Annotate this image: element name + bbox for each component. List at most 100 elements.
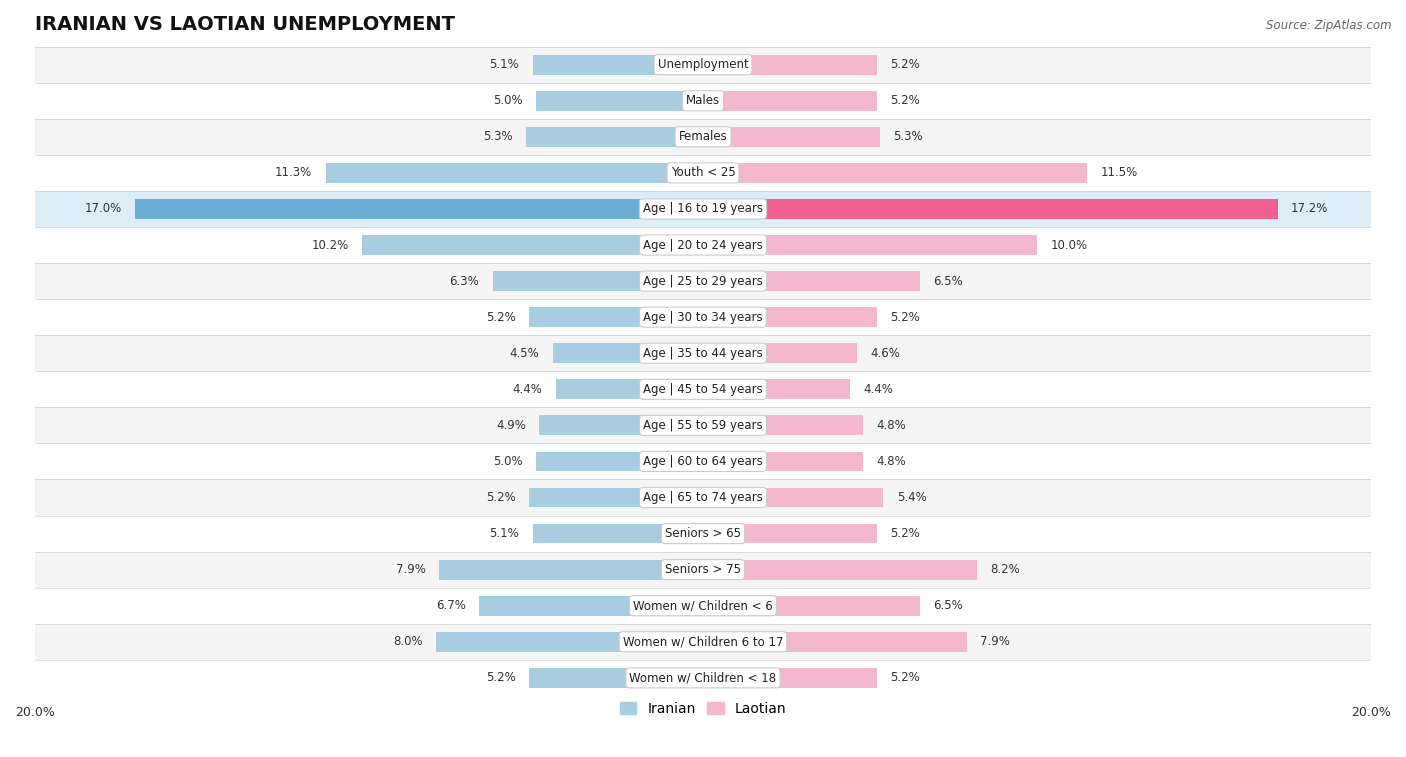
Text: Unemployment: Unemployment: [658, 58, 748, 71]
Text: Source: ZipAtlas.com: Source: ZipAtlas.com: [1267, 19, 1392, 32]
Bar: [703, 163, 1087, 183]
Bar: [35, 516, 1371, 552]
Text: 7.9%: 7.9%: [396, 563, 426, 576]
Text: 6.7%: 6.7%: [436, 600, 465, 612]
Text: Age | 30 to 34 years: Age | 30 to 34 years: [643, 310, 763, 324]
Text: 4.8%: 4.8%: [877, 419, 907, 432]
Text: 5.2%: 5.2%: [890, 310, 920, 324]
Bar: [703, 632, 967, 652]
Bar: [703, 55, 877, 75]
Text: 5.1%: 5.1%: [489, 527, 519, 540]
Text: 5.2%: 5.2%: [890, 95, 920, 107]
Bar: [35, 660, 1371, 696]
Text: 11.5%: 11.5%: [1101, 167, 1137, 179]
Legend: Iranian, Laotian: Iranian, Laotian: [614, 696, 792, 721]
Bar: [35, 47, 1371, 83]
Bar: [35, 155, 1371, 191]
Text: 5.2%: 5.2%: [890, 527, 920, 540]
Bar: [35, 624, 1371, 660]
Bar: [35, 119, 1371, 155]
Text: 5.2%: 5.2%: [890, 671, 920, 684]
Bar: [529, 307, 703, 327]
Bar: [536, 451, 703, 472]
Text: 4.9%: 4.9%: [496, 419, 526, 432]
Bar: [533, 55, 703, 75]
Bar: [492, 271, 703, 291]
Bar: [703, 379, 851, 399]
Bar: [703, 344, 856, 363]
Bar: [529, 668, 703, 688]
Bar: [35, 444, 1371, 479]
Bar: [135, 199, 703, 219]
Text: 6.5%: 6.5%: [934, 275, 963, 288]
Text: Youth < 25: Youth < 25: [671, 167, 735, 179]
Text: Age | 45 to 54 years: Age | 45 to 54 years: [643, 383, 763, 396]
Text: 5.3%: 5.3%: [484, 130, 513, 143]
Bar: [35, 552, 1371, 587]
Text: Males: Males: [686, 95, 720, 107]
Bar: [533, 524, 703, 544]
Text: Females: Females: [679, 130, 727, 143]
Text: Age | 20 to 24 years: Age | 20 to 24 years: [643, 238, 763, 251]
Bar: [363, 235, 703, 255]
Bar: [35, 335, 1371, 371]
Text: Seniors > 65: Seniors > 65: [665, 527, 741, 540]
Bar: [35, 83, 1371, 119]
Bar: [555, 379, 703, 399]
Bar: [703, 307, 877, 327]
Text: 4.5%: 4.5%: [509, 347, 540, 360]
Text: 5.2%: 5.2%: [486, 310, 516, 324]
Bar: [529, 488, 703, 507]
Bar: [326, 163, 703, 183]
Bar: [35, 299, 1371, 335]
Bar: [436, 632, 703, 652]
Bar: [526, 127, 703, 147]
Text: 17.0%: 17.0%: [84, 202, 122, 216]
Bar: [703, 524, 877, 544]
Bar: [35, 479, 1371, 516]
Text: 6.5%: 6.5%: [934, 600, 963, 612]
Bar: [703, 668, 877, 688]
Bar: [35, 371, 1371, 407]
Bar: [479, 596, 703, 615]
Bar: [703, 235, 1038, 255]
Bar: [703, 416, 863, 435]
Text: Age | 60 to 64 years: Age | 60 to 64 years: [643, 455, 763, 468]
Text: 5.2%: 5.2%: [486, 671, 516, 684]
Text: 8.0%: 8.0%: [392, 635, 422, 648]
Text: Women w/ Children < 6: Women w/ Children < 6: [633, 600, 773, 612]
Text: 8.2%: 8.2%: [990, 563, 1019, 576]
Bar: [703, 559, 977, 580]
Text: 5.3%: 5.3%: [893, 130, 922, 143]
Bar: [536, 91, 703, 111]
Text: 4.4%: 4.4%: [863, 383, 893, 396]
Bar: [35, 227, 1371, 263]
Text: 5.1%: 5.1%: [489, 58, 519, 71]
Bar: [703, 199, 1278, 219]
Text: Age | 65 to 74 years: Age | 65 to 74 years: [643, 491, 763, 504]
Text: Age | 25 to 29 years: Age | 25 to 29 years: [643, 275, 763, 288]
Text: 10.0%: 10.0%: [1050, 238, 1087, 251]
Text: Women w/ Children < 18: Women w/ Children < 18: [630, 671, 776, 684]
Text: 4.4%: 4.4%: [513, 383, 543, 396]
Text: 7.9%: 7.9%: [980, 635, 1010, 648]
Bar: [35, 263, 1371, 299]
Bar: [703, 127, 880, 147]
Text: 17.2%: 17.2%: [1291, 202, 1329, 216]
Text: Age | 16 to 19 years: Age | 16 to 19 years: [643, 202, 763, 216]
Bar: [703, 271, 920, 291]
Text: Women w/ Children 6 to 17: Women w/ Children 6 to 17: [623, 635, 783, 648]
Text: 5.4%: 5.4%: [897, 491, 927, 504]
Text: IRANIAN VS LAOTIAN UNEMPLOYMENT: IRANIAN VS LAOTIAN UNEMPLOYMENT: [35, 15, 456, 34]
Bar: [540, 416, 703, 435]
Text: 10.2%: 10.2%: [312, 238, 349, 251]
Bar: [439, 559, 703, 580]
Text: 5.2%: 5.2%: [486, 491, 516, 504]
Text: 6.3%: 6.3%: [450, 275, 479, 288]
Text: 4.6%: 4.6%: [870, 347, 900, 360]
Bar: [703, 596, 920, 615]
Text: 5.2%: 5.2%: [890, 58, 920, 71]
Text: 5.0%: 5.0%: [494, 95, 523, 107]
Text: Seniors > 75: Seniors > 75: [665, 563, 741, 576]
Text: Age | 55 to 59 years: Age | 55 to 59 years: [643, 419, 763, 432]
